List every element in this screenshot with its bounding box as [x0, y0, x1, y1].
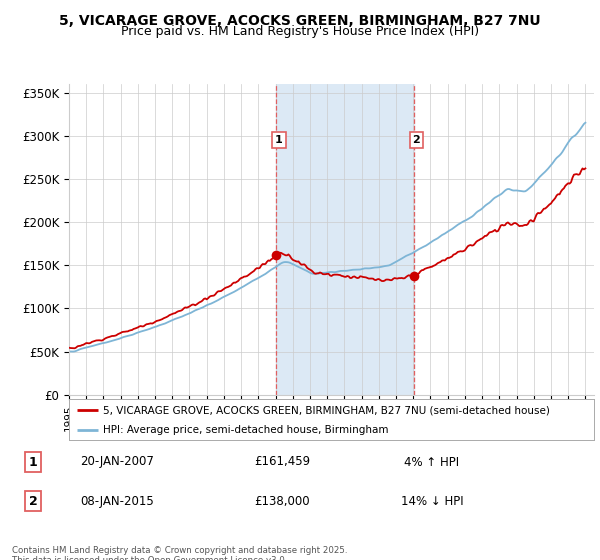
Text: Contains HM Land Registry data © Crown copyright and database right 2025.
This d: Contains HM Land Registry data © Crown c…: [12, 546, 347, 560]
Text: £138,000: £138,000: [254, 494, 310, 508]
Text: 20-JAN-2007: 20-JAN-2007: [80, 455, 154, 469]
Bar: [277, 84, 414, 395]
Text: 2: 2: [29, 494, 37, 508]
Text: 5, VICARAGE GROVE, ACOCKS GREEN, BIRMINGHAM, B27 7NU (semi-detached house): 5, VICARAGE GROVE, ACOCKS GREEN, BIRMING…: [103, 405, 550, 415]
Text: 5, VICARAGE GROVE, ACOCKS GREEN, BIRMINGHAM, B27 7NU: 5, VICARAGE GROVE, ACOCKS GREEN, BIRMING…: [59, 14, 541, 28]
Text: 08-JAN-2015: 08-JAN-2015: [80, 494, 154, 508]
Text: 2: 2: [412, 135, 420, 145]
Text: 1: 1: [29, 455, 37, 469]
Text: 4% ↑ HPI: 4% ↑ HPI: [404, 455, 460, 469]
Text: 1: 1: [275, 135, 283, 145]
Text: Price paid vs. HM Land Registry's House Price Index (HPI): Price paid vs. HM Land Registry's House …: [121, 25, 479, 38]
Text: 14% ↓ HPI: 14% ↓ HPI: [401, 494, 463, 508]
Text: HPI: Average price, semi-detached house, Birmingham: HPI: Average price, semi-detached house,…: [103, 424, 389, 435]
Text: £161,459: £161,459: [254, 455, 310, 469]
